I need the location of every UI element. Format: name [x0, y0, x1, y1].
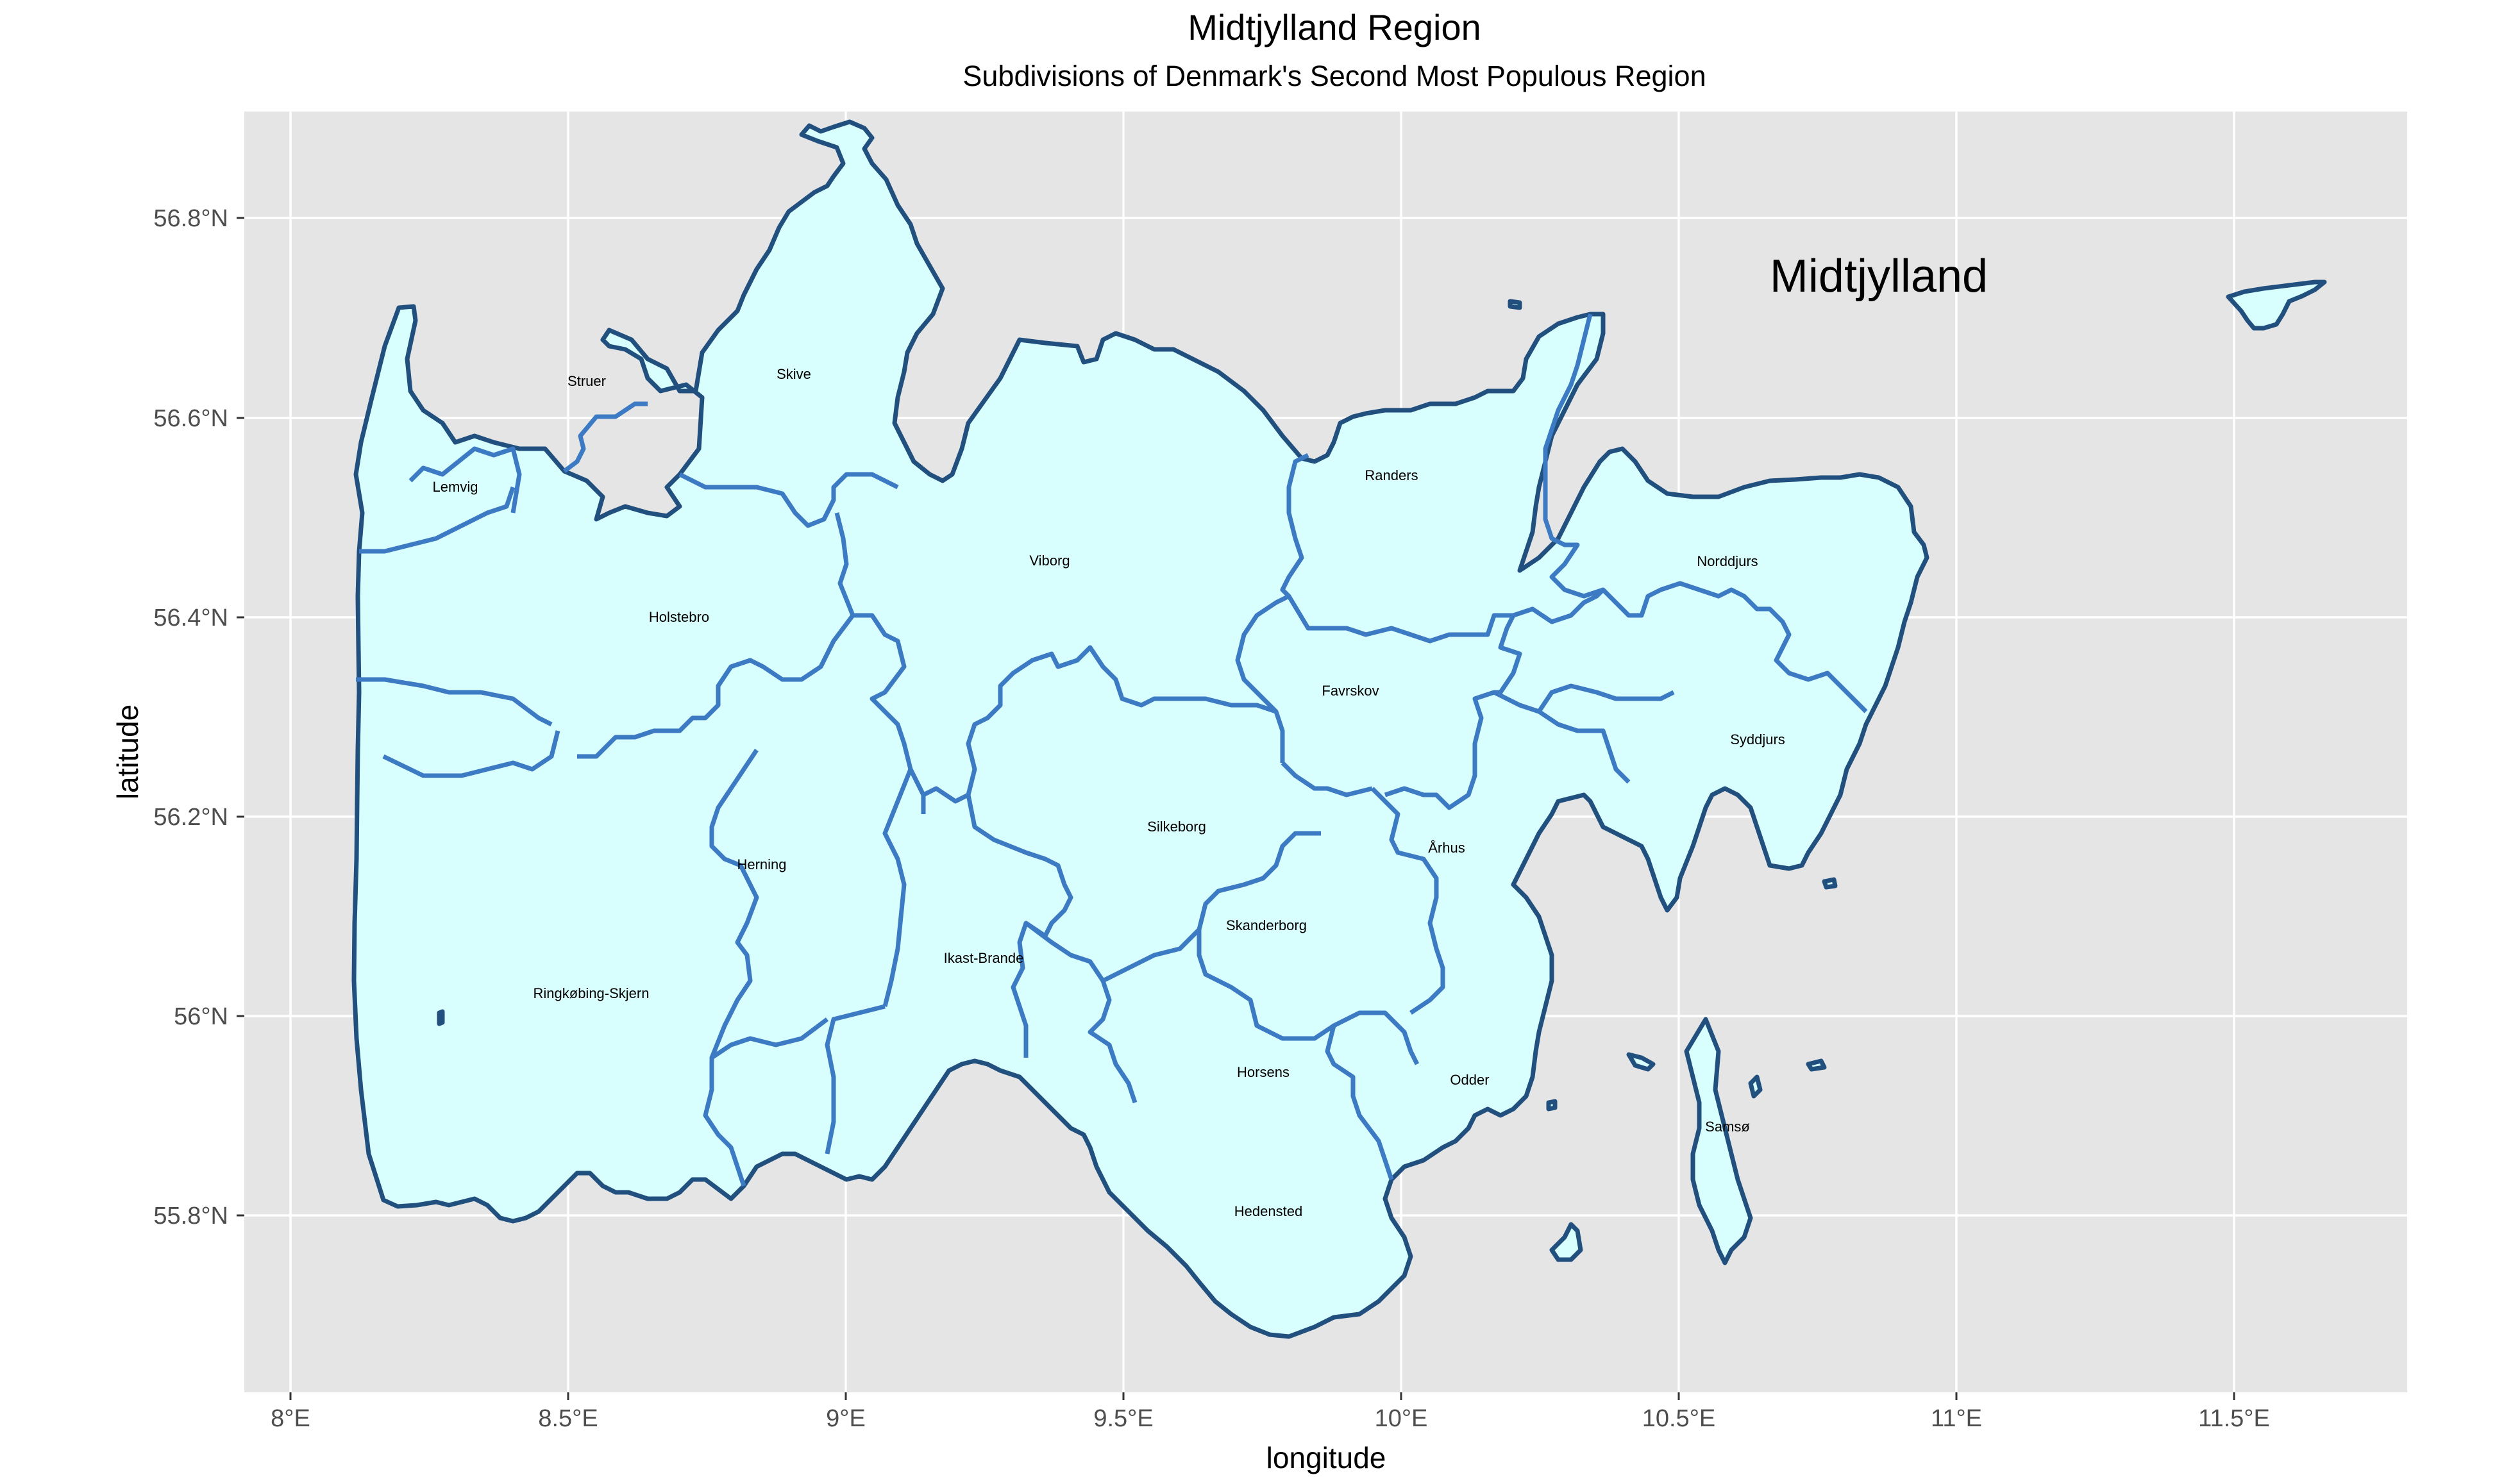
islet-odder: [1546, 1099, 1558, 1112]
label-samso: Samsø: [1705, 1119, 1750, 1135]
map-title: Midtjylland Region: [1188, 7, 1481, 47]
x-axis: 8°E 8.5°E 9°E 9.5°E 10°E 10.5°E 11°E 11.…: [271, 1392, 2270, 1474]
region-landmass: [351, 119, 1929, 1339]
y-axis: 56.8°N 56.6°N 56.4°N 56.2°N 56°N 55.8°N …: [111, 205, 244, 1230]
municipality-labels: Lemvig Struer Skive Holstebro Viborg Ran…: [433, 366, 1785, 1219]
label-norddjurs: Norddjurs: [1697, 553, 1758, 569]
label-lemvig: Lemvig: [433, 479, 478, 495]
endelave-island: [1549, 1222, 1583, 1262]
x-tick-label: 11°E: [1931, 1405, 1982, 1432]
label-ikast-brande: Ikast-Brande: [944, 950, 1024, 966]
label-holstebro: Holstebro: [649, 609, 709, 625]
label-hedensted: Hedensted: [1234, 1203, 1302, 1219]
x-axis-title: longitude: [1266, 1441, 1386, 1474]
tuno-island: [1626, 1052, 1656, 1072]
map-subtitle: Subdivisions of Denmark's Second Most Po…: [962, 60, 1706, 92]
islet-samso-west: [1806, 1058, 1827, 1072]
region-label: Midtjylland: [1770, 251, 1988, 302]
x-tick-label: 10°E: [1375, 1405, 1428, 1432]
label-skanderborg: Skanderborg: [1226, 917, 1307, 933]
label-herning: Herning: [737, 856, 786, 872]
x-tick-label: 11.5°E: [2198, 1405, 2270, 1432]
label-silkeborg: Silkeborg: [1147, 819, 1206, 835]
y-tick-label: 56.8°N: [153, 205, 228, 232]
x-tick-label: 8.5°E: [538, 1405, 598, 1432]
islet-samso-east: [1748, 1074, 1763, 1099]
y-tick-label: 56.4°N: [153, 604, 228, 631]
label-skive: Skive: [777, 366, 811, 382]
y-tick-label: 56°N: [174, 1003, 228, 1030]
label-syddjurs: Syddjurs: [1730, 731, 1785, 747]
x-tick-label: 9°E: [826, 1405, 866, 1432]
label-struer: Struer: [567, 373, 606, 389]
label-randers: Randers: [1365, 467, 1418, 483]
label-viborg: Viborg: [1029, 553, 1070, 569]
x-tick-label: 8°E: [271, 1405, 310, 1432]
samso-island: [1684, 1017, 1753, 1265]
y-tick-label: 56.2°N: [153, 804, 228, 831]
label-favrskov: Favrskov: [1322, 683, 1379, 699]
label-horsens: Horsens: [1237, 1064, 1290, 1080]
islet-west-coast: [437, 1009, 445, 1026]
label-ringkobing-skjern: Ringkøbing-Skjern: [534, 985, 650, 1001]
islet-east: [1822, 877, 1838, 890]
label-arhus: Århus: [1428, 840, 1465, 856]
y-axis-title: latitude: [111, 704, 144, 799]
municipal-borders: [356, 313, 1868, 1187]
label-odder: Odder: [1450, 1072, 1489, 1088]
islet-north: [1508, 299, 1522, 310]
y-tick-label: 56.6°N: [153, 405, 228, 432]
x-tick-label: 9.5°E: [1093, 1405, 1153, 1432]
anholt-island: [2226, 279, 2327, 331]
x-tick-label: 10.5°E: [1642, 1405, 1716, 1432]
y-tick-label: 55.8°N: [153, 1203, 228, 1230]
islands: [437, 279, 2327, 1265]
